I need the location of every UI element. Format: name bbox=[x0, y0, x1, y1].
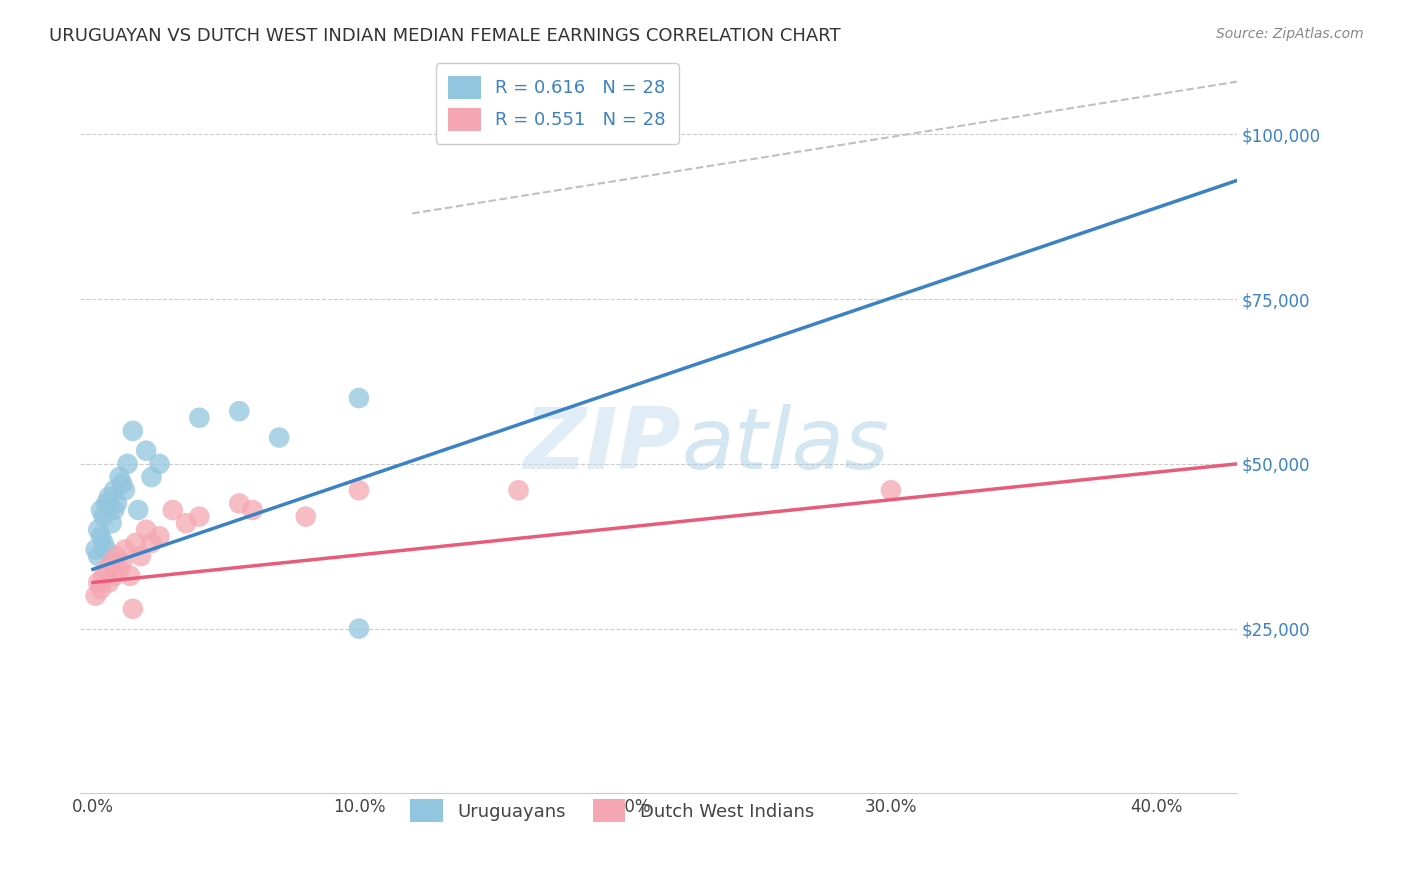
Point bbox=[103, 483, 125, 498]
Point bbox=[508, 483, 530, 498]
Point bbox=[135, 443, 157, 458]
Point bbox=[135, 523, 157, 537]
Point bbox=[97, 490, 120, 504]
Point bbox=[129, 549, 152, 563]
Point bbox=[121, 602, 143, 616]
Point bbox=[93, 569, 115, 583]
Point bbox=[347, 483, 370, 498]
Point bbox=[148, 529, 170, 543]
Point bbox=[100, 516, 122, 531]
Point bbox=[103, 569, 125, 583]
Point bbox=[108, 562, 131, 576]
Point bbox=[90, 529, 112, 543]
Point bbox=[228, 496, 250, 510]
Point bbox=[96, 562, 118, 576]
Point bbox=[93, 509, 115, 524]
Point bbox=[105, 549, 128, 563]
Point bbox=[108, 470, 131, 484]
Point bbox=[96, 496, 118, 510]
Point bbox=[117, 457, 139, 471]
Text: atlas: atlas bbox=[682, 404, 890, 487]
Point bbox=[97, 575, 120, 590]
Point bbox=[228, 404, 250, 418]
Point bbox=[100, 556, 122, 570]
Point bbox=[90, 503, 112, 517]
Point bbox=[120, 569, 142, 583]
Point bbox=[188, 410, 211, 425]
Text: Source: ZipAtlas.com: Source: ZipAtlas.com bbox=[1216, 27, 1364, 41]
Point bbox=[124, 536, 146, 550]
Point bbox=[84, 589, 107, 603]
Text: URUGUAYAN VS DUTCH WEST INDIAN MEDIAN FEMALE EARNINGS CORRELATION CHART: URUGUAYAN VS DUTCH WEST INDIAN MEDIAN FE… bbox=[49, 27, 841, 45]
Point bbox=[141, 536, 163, 550]
Text: ZIP: ZIP bbox=[523, 404, 682, 487]
Point bbox=[121, 424, 143, 438]
Point bbox=[141, 470, 163, 484]
Point bbox=[93, 536, 115, 550]
Point bbox=[347, 622, 370, 636]
Point bbox=[127, 503, 149, 517]
Point bbox=[90, 582, 112, 596]
Point bbox=[162, 503, 184, 517]
Point bbox=[188, 509, 211, 524]
Point bbox=[269, 430, 291, 444]
Point bbox=[87, 523, 110, 537]
Point bbox=[148, 457, 170, 471]
Point bbox=[114, 542, 136, 557]
Point bbox=[105, 496, 128, 510]
Point bbox=[347, 391, 370, 405]
Point bbox=[242, 503, 264, 517]
Point bbox=[294, 509, 316, 524]
Point bbox=[96, 542, 118, 557]
Point bbox=[87, 549, 110, 563]
Point bbox=[111, 476, 134, 491]
Point bbox=[880, 483, 903, 498]
Point bbox=[174, 516, 197, 531]
Point bbox=[84, 542, 107, 557]
Legend: Uruguayans, Dutch West Indians: Uruguayans, Dutch West Indians bbox=[398, 787, 827, 835]
Point bbox=[111, 556, 134, 570]
Point bbox=[87, 575, 110, 590]
Point bbox=[114, 483, 136, 498]
Point bbox=[103, 503, 125, 517]
